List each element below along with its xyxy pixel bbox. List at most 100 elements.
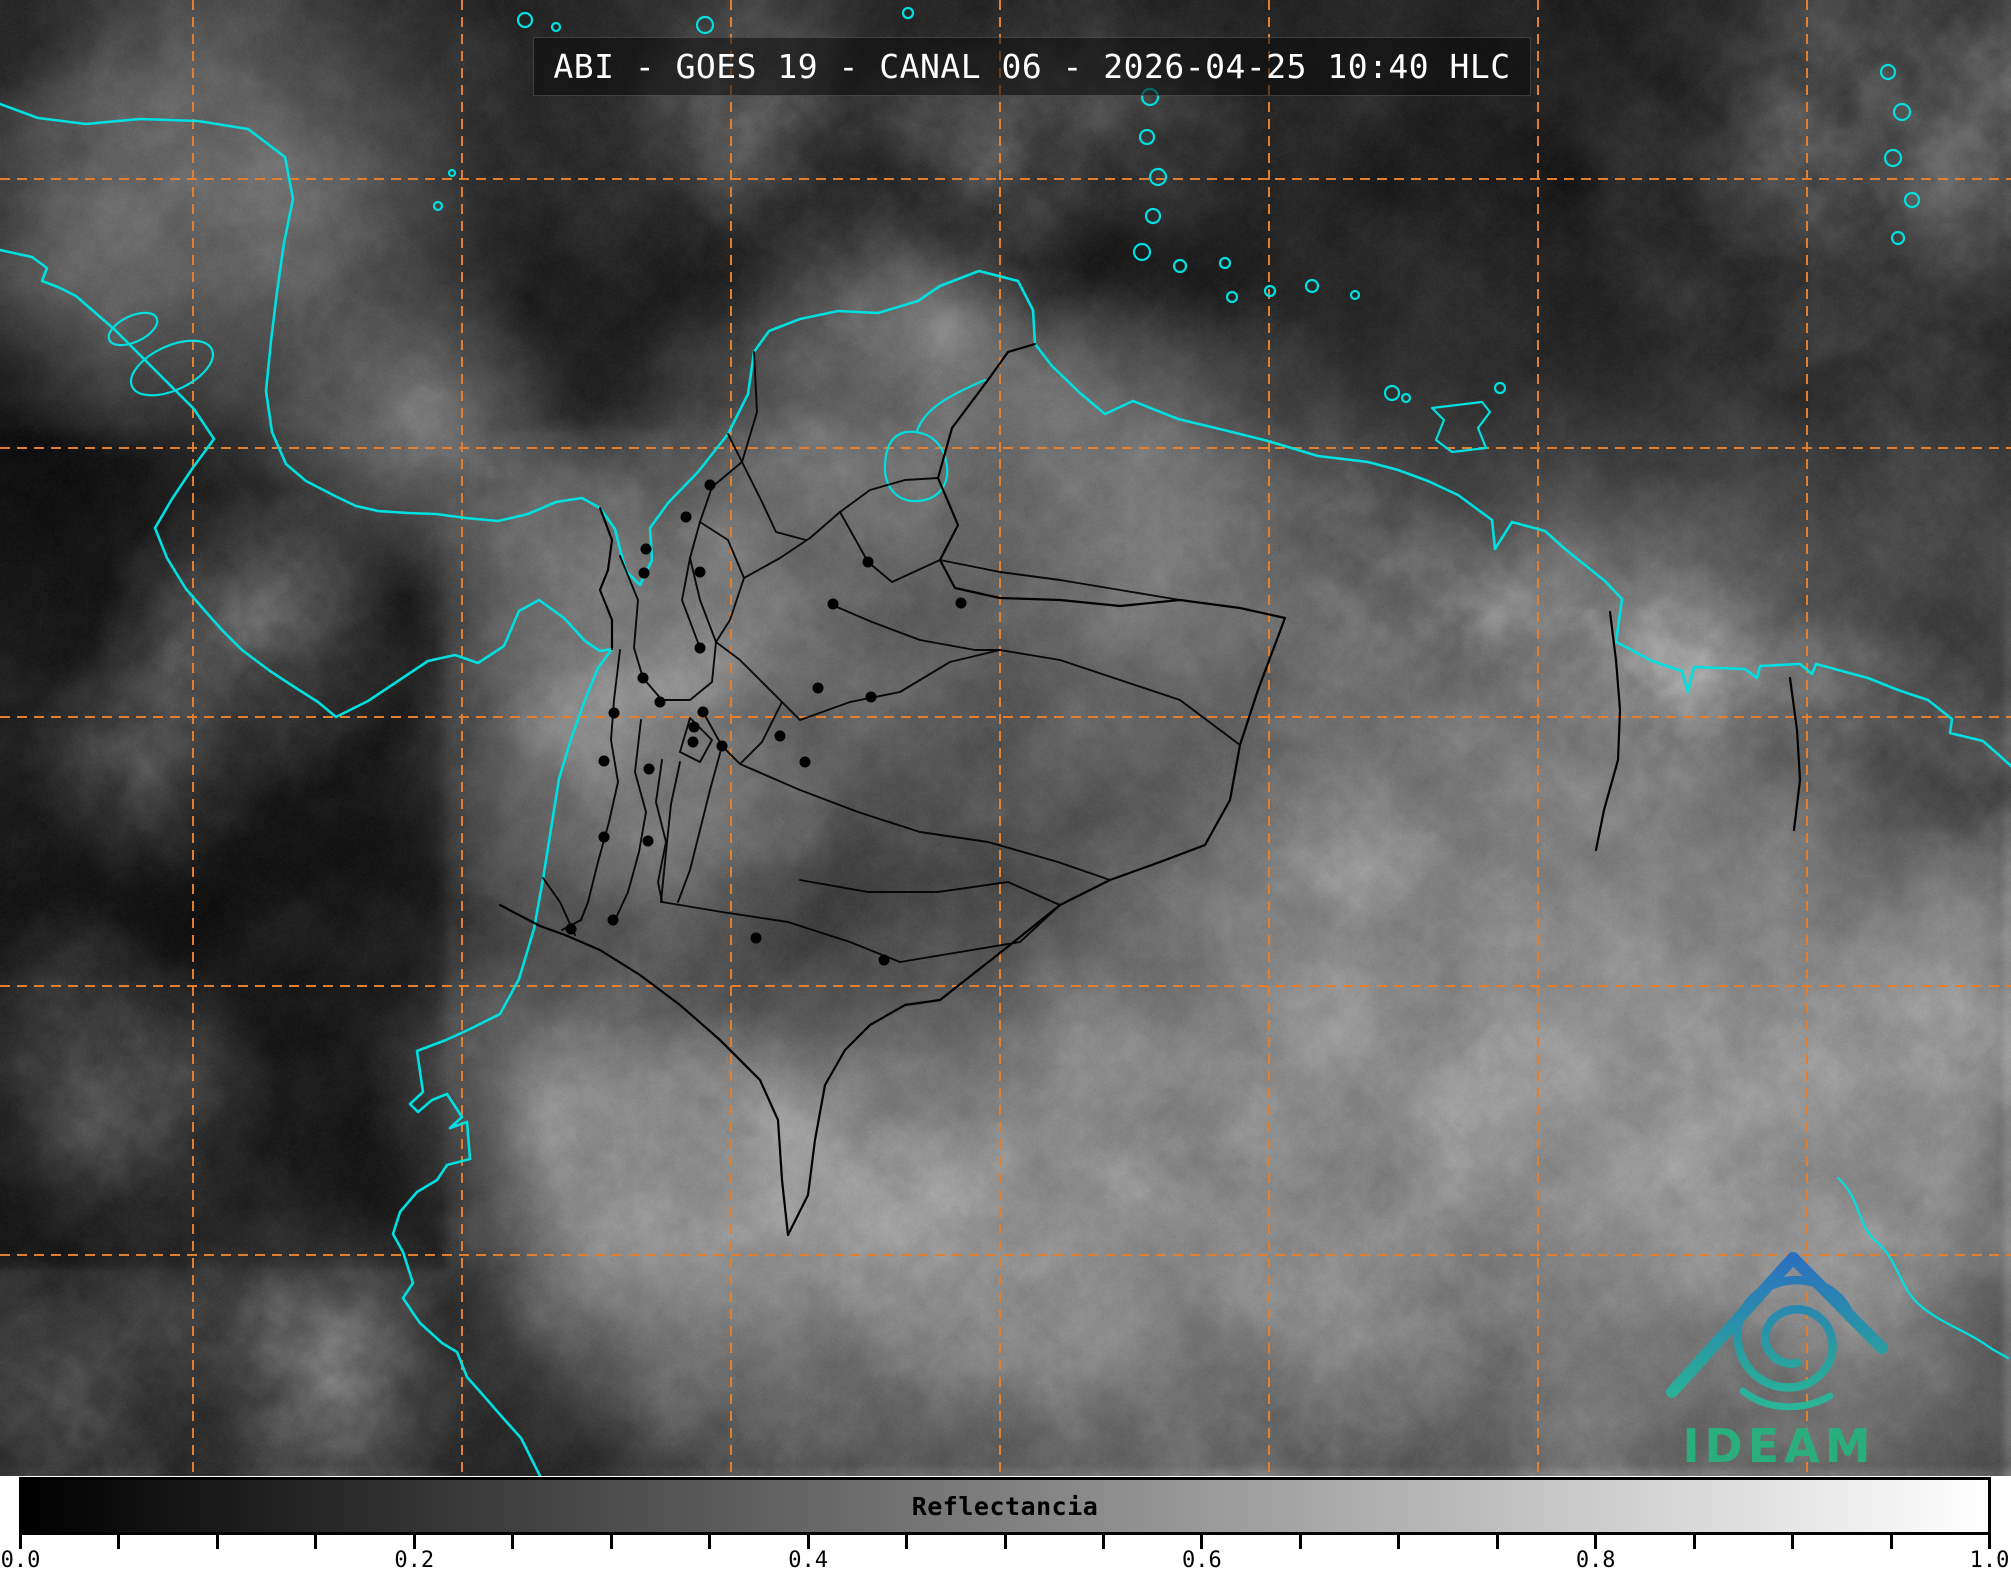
colorbar-tick xyxy=(708,1535,712,1549)
island-outline xyxy=(1132,242,1152,262)
city-dot xyxy=(750,932,762,944)
island-outline xyxy=(1892,102,1912,122)
colorbar-tick xyxy=(412,1535,416,1549)
island-outline xyxy=(1349,289,1361,301)
island-outline xyxy=(1218,256,1232,270)
panama-colombia-border xyxy=(598,506,614,651)
river-bottom-right xyxy=(1836,1176,2010,1360)
colorbar-label: Reflectancia xyxy=(911,1491,1099,1521)
title-bar: ABI - GOES 19 - CANAL 06 - 2026-04-25 10… xyxy=(533,37,1531,96)
logo-text: IDEAM xyxy=(1682,1419,1875,1473)
colorbar-tick xyxy=(19,1535,22,1549)
island-outline xyxy=(1383,384,1401,402)
colorbar-tick-label: 0.4 xyxy=(788,1548,828,1573)
colorbar-gradient: Reflectancia xyxy=(19,1477,1991,1535)
city-dot xyxy=(680,511,692,523)
island-outline xyxy=(1263,284,1277,298)
country-borders xyxy=(498,342,1802,1237)
colorbar-area: Reflectancia 0.0 0.2 0.4 0.6 0.8 1.0 xyxy=(0,1476,2011,1577)
colorbar-tick-label: 0.8 xyxy=(1575,1548,1616,1573)
island-outline xyxy=(1883,148,1903,168)
title-text: ABI - GOES 19 - CANAL 06 - 2026-04-25 10… xyxy=(553,47,1511,86)
maracaibo-channel xyxy=(915,378,987,433)
logo-spiral-icon xyxy=(1733,1275,1857,1392)
island-outline xyxy=(1890,230,1906,246)
island-outline xyxy=(1903,191,1921,209)
island-outline xyxy=(1879,63,1897,81)
colorbar-tick xyxy=(1791,1535,1795,1549)
satellite-image-canvas xyxy=(0,0,2011,1476)
island-outline xyxy=(550,21,562,33)
ideam-logo: IDEAM xyxy=(1666,1252,1888,1473)
island-outline xyxy=(1493,381,1507,395)
city-dots xyxy=(565,479,967,966)
logo-mountain-icon xyxy=(1666,1252,1888,1398)
city-dot xyxy=(608,707,620,719)
city-dot xyxy=(598,831,610,843)
island-outline xyxy=(447,168,457,178)
colorbar-tick-label: 0.2 xyxy=(394,1548,435,1573)
city-dot xyxy=(827,598,839,610)
colorbar-tick xyxy=(511,1535,515,1549)
city-dot xyxy=(637,672,649,684)
city-dot xyxy=(598,755,610,767)
city-dot xyxy=(716,740,728,752)
colorbar-tick xyxy=(1889,1535,1893,1549)
colorbar-tick-label: 0.6 xyxy=(1182,1548,1222,1573)
colorbar-tick xyxy=(1594,1535,1598,1549)
city-dot xyxy=(694,566,706,578)
colorbar-tick xyxy=(1692,1535,1696,1549)
colorbar-tick xyxy=(1397,1535,1401,1549)
colorbar-tick xyxy=(905,1535,909,1549)
colorbar-tick-label: 1.0 xyxy=(1969,1548,2010,1573)
island-outline xyxy=(1148,167,1168,187)
city-dot xyxy=(704,479,716,491)
city-dot xyxy=(640,543,652,555)
city-dot xyxy=(955,597,967,609)
city-dot xyxy=(688,721,700,733)
coastline-pacific xyxy=(0,248,614,1476)
city-dot xyxy=(812,682,824,694)
colorbar-tick xyxy=(1003,1535,1007,1549)
city-dot xyxy=(865,691,877,703)
colorbar-tick xyxy=(1200,1535,1204,1549)
colorbar-tick xyxy=(314,1535,318,1549)
city-dot xyxy=(878,954,890,966)
city-dot xyxy=(799,756,811,768)
colorbar-tick xyxy=(1495,1535,1499,1549)
colorbar-tick xyxy=(806,1535,810,1549)
city-dot xyxy=(638,567,650,579)
city-dot xyxy=(565,923,577,935)
city-dot xyxy=(862,556,874,568)
department-borders xyxy=(542,351,1241,963)
island-outline xyxy=(1225,290,1239,304)
graticule xyxy=(0,0,2011,1476)
island-outline xyxy=(1304,278,1320,294)
island-outline xyxy=(516,11,534,29)
guyana-border xyxy=(1594,610,1622,852)
lake-nicaragua xyxy=(129,339,215,397)
island-outline xyxy=(1172,258,1188,274)
island-outline xyxy=(432,200,444,212)
colorbar-tick-label: 0.0 xyxy=(0,1548,41,1573)
city-dot xyxy=(607,914,619,926)
city-dot xyxy=(697,706,709,718)
logo-wave-icon xyxy=(1739,1387,1834,1411)
island-outline xyxy=(1144,207,1162,225)
lake-managua xyxy=(107,311,159,347)
city-dot xyxy=(694,642,706,654)
island-outline xyxy=(1400,392,1412,404)
city-dot xyxy=(643,763,655,775)
colorbar-tick xyxy=(117,1535,121,1549)
map-overlay: IDEAM xyxy=(0,0,2011,1476)
suriname-border xyxy=(1788,676,1802,832)
island-outline xyxy=(901,6,915,20)
island-trinidad xyxy=(1430,400,1492,454)
city-dot xyxy=(774,730,786,742)
colorbar-tick xyxy=(1298,1535,1302,1549)
colorbar-tick xyxy=(609,1535,613,1549)
colorbar-tick xyxy=(1988,1535,1991,1549)
colorbar-tick xyxy=(215,1535,219,1549)
coastline-caribbean xyxy=(0,102,2011,768)
